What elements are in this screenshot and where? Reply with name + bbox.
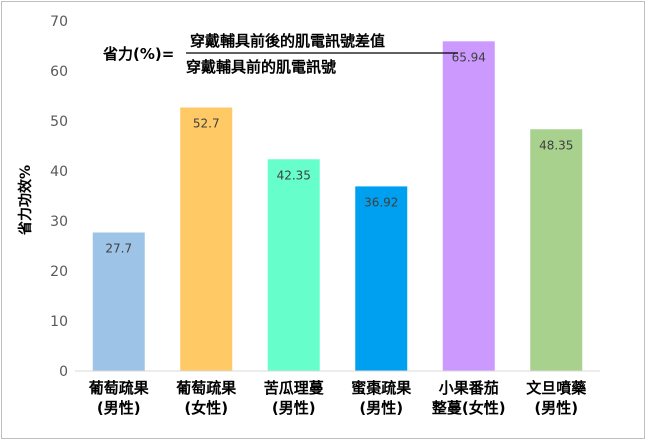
data-label: 52.7 — [193, 117, 220, 131]
x-category-label: 蜜棗疏果 — [351, 379, 412, 397]
formula-annotation: 省力(%)= 穿戴輔具前後的肌電訊號差值 穿戴輔具前的肌電訊號 — [102, 32, 458, 76]
x-category-label: (女性) — [184, 399, 228, 417]
bar — [92, 232, 145, 371]
y-axis-ticks: 0 10 20 30 40 50 60 70 — [50, 14, 68, 380]
x-category-label: (男性) — [97, 399, 141, 417]
bar — [442, 41, 495, 372]
y-tick-label: 0 — [59, 364, 68, 380]
formula-denominator: 穿戴輔具前的肌電訊號 — [186, 58, 336, 76]
x-category-label: (男性) — [359, 399, 403, 417]
bar-series — [92, 41, 583, 372]
data-label: 65.94 — [452, 50, 486, 64]
x-category-label: 小果番茄 — [439, 379, 499, 397]
data-label: 42.35 — [277, 168, 311, 182]
bar — [355, 186, 408, 371]
bar — [267, 159, 320, 371]
x-category-label: 葡萄疏果 — [175, 379, 237, 397]
x-category-label: (男性) — [534, 399, 578, 417]
y-tick-label: 30 — [50, 214, 68, 230]
formula-numerator: 穿戴輔具前後的肌電訊號差值 — [190, 32, 385, 50]
y-tick-label: 10 — [50, 314, 68, 330]
x-category-label: 文旦噴藥 — [526, 379, 587, 397]
y-axis-label: 省力功效% — [17, 165, 34, 236]
x-axis-categories: 葡萄疏果 (男性) 葡萄疏果 (女性) 苦瓜理蔓 (男性) 蜜棗疏果 (男性) 小果番茄整蔓(女… — [88, 379, 588, 417]
data-label: 27.7 — [105, 242, 132, 256]
y-tick-label: 70 — [50, 14, 68, 30]
x-category-label: (男性) — [272, 399, 316, 417]
x-category-label: 葡萄疏果 — [88, 379, 150, 397]
y-tick-label: 20 — [50, 264, 68, 280]
x-category-label: 苦瓜理蔓 — [264, 379, 325, 397]
data-labels: 27.7 52.7 42.35 36.92 65.94 48.35 — [105, 50, 573, 255]
formula-left: 省力(%)= — [102, 45, 174, 63]
data-label: 36.92 — [364, 195, 398, 209]
bar — [530, 129, 583, 371]
data-label: 48.35 — [539, 138, 573, 152]
y-tick-label: 40 — [50, 164, 68, 180]
y-tick-label: 50 — [50, 114, 68, 130]
bar — [180, 107, 233, 371]
y-tick-label: 60 — [50, 64, 68, 80]
x-category-label: 整蔓(女性) — [432, 399, 506, 417]
